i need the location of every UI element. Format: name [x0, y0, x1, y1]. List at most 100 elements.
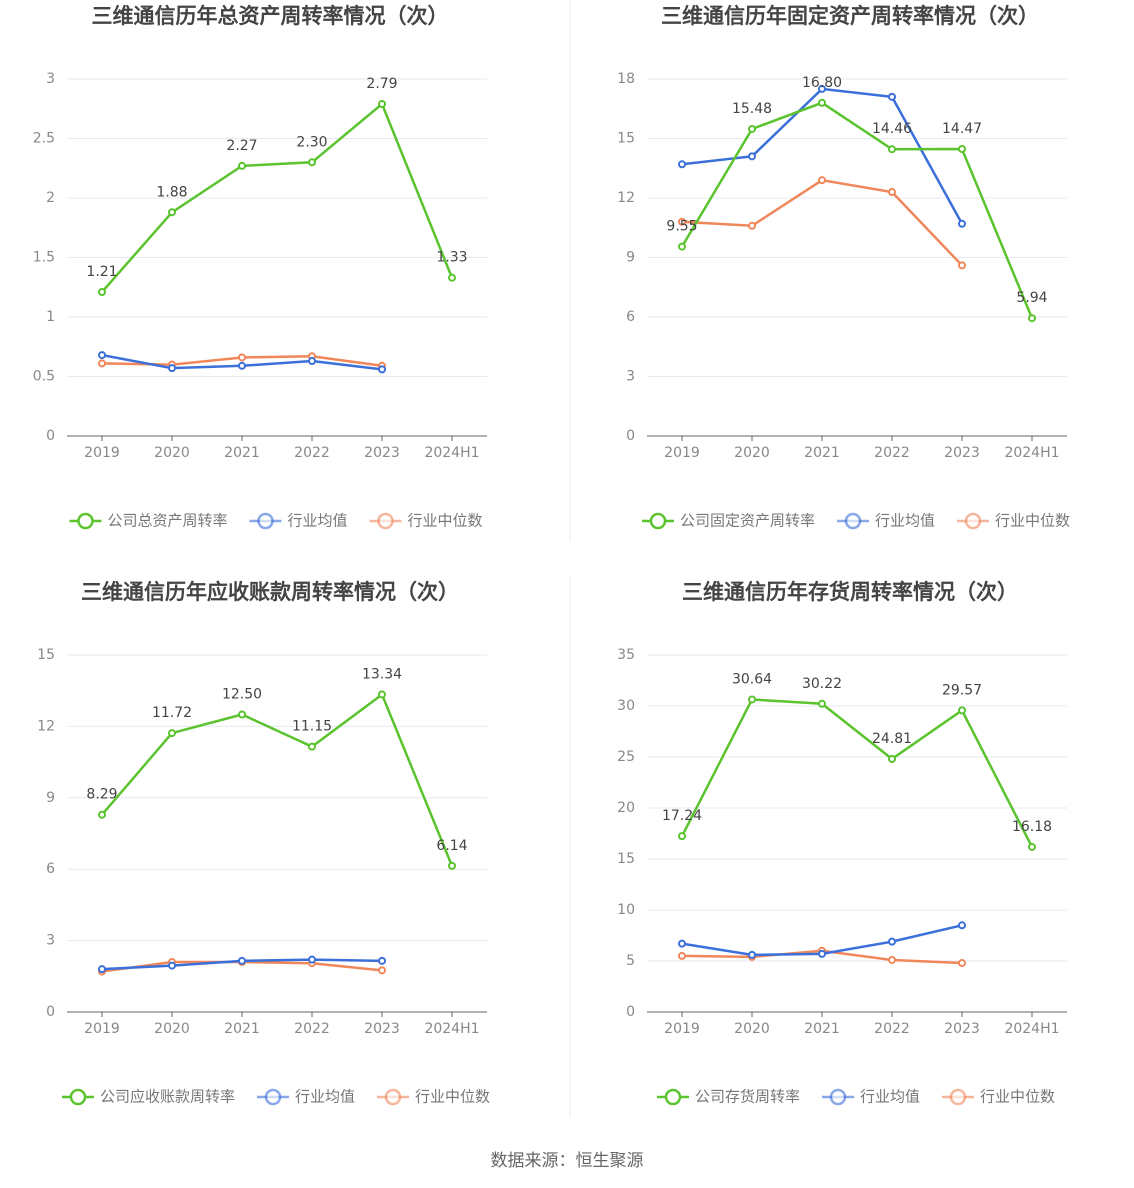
point: [748, 124, 756, 133]
series-line: [681, 87, 964, 225]
y-tick-label: 0: [46, 428, 55, 444]
point: [168, 729, 176, 738]
data-label: 11.72: [152, 705, 192, 721]
point: [958, 959, 966, 968]
legend-label: 行业均值: [295, 1088, 355, 1106]
y-tick-label: 6: [46, 861, 55, 877]
data-label: 1.21: [86, 264, 117, 280]
legend-label: 公司应收账款周转率: [100, 1088, 235, 1106]
data-label: 16.80: [802, 75, 842, 91]
data-label: 2.79: [366, 76, 397, 92]
y-tick-label: 0: [46, 1004, 55, 1020]
x-tick-label: 2022: [294, 445, 330, 461]
y-tick-label: 10: [617, 902, 635, 918]
data-label: 24.81: [872, 731, 912, 747]
y-tick-label: 20: [617, 800, 635, 816]
x-tick-label: 2024H1: [424, 445, 479, 461]
x-tick-label: 2022: [874, 445, 910, 461]
legend-label: 公司存货周转率: [695, 1088, 800, 1106]
point: [238, 710, 246, 719]
legend-marker: [649, 512, 667, 530]
x-tick-label: 2023: [364, 1021, 400, 1037]
point: [748, 221, 756, 230]
point: [378, 690, 386, 699]
point: [748, 152, 756, 161]
data-label: 14.46: [872, 121, 912, 137]
point: [238, 161, 246, 170]
data-label: 11.15: [292, 719, 332, 735]
y-tick-label: 3: [46, 71, 55, 87]
y-tick-label: 25: [617, 749, 635, 765]
series-line: [101, 101, 454, 293]
point: [748, 695, 756, 704]
point: [308, 357, 316, 366]
point: [448, 273, 456, 282]
point: [308, 742, 316, 751]
source: 数据来源：恒生聚源: [491, 1151, 644, 1171]
point: [378, 365, 386, 374]
y-tick-label: 6: [626, 309, 635, 325]
x-tick-label: 2019: [84, 1021, 120, 1037]
point: [308, 955, 316, 964]
point: [678, 217, 686, 226]
point: [888, 92, 896, 101]
data-label: 30.64: [732, 671, 772, 687]
data-label: 16.18: [1012, 819, 1052, 835]
x-tick-label: 2019: [664, 1021, 700, 1037]
point: [748, 950, 756, 959]
legend-label: 行业中位数: [980, 1088, 1055, 1106]
data-label: 2.30: [296, 134, 327, 150]
y-tick-label: 1.5: [33, 250, 55, 266]
point: [958, 261, 966, 270]
y-tick-label: 30: [617, 698, 635, 714]
data-label: 15.48: [732, 101, 772, 117]
y-tick-label: 9: [626, 250, 635, 266]
legend-marker: [77, 512, 94, 530]
data-label: 9.55: [666, 219, 697, 235]
x-tick-label: 2020: [154, 1021, 190, 1037]
point: [1028, 314, 1036, 323]
legend-marker: [844, 512, 862, 530]
chart-title: 三维通信历年总资产周转率情况（次）: [92, 4, 449, 28]
legend-marker: [384, 1088, 402, 1106]
y-tick-label: 12: [37, 718, 55, 734]
series-line: [681, 178, 963, 267]
point: [818, 699, 826, 708]
point: [958, 145, 966, 154]
data-label: 14.47: [942, 121, 982, 137]
legend-marker: [257, 512, 274, 530]
point: [238, 361, 246, 370]
x-tick-label: 2023: [944, 1021, 980, 1037]
point: [168, 364, 176, 373]
legend-label: 行业均值: [875, 512, 935, 530]
point: [378, 99, 386, 108]
point: [678, 832, 686, 841]
y-tick-label: 0: [626, 1004, 635, 1020]
x-tick-label: 2024H1: [1004, 1021, 1059, 1037]
point: [98, 351, 106, 360]
point: [238, 353, 246, 362]
data-label: 30.22: [802, 676, 842, 692]
x-tick-label: 2022: [874, 1021, 910, 1037]
point: [308, 158, 316, 167]
point: [98, 288, 106, 297]
point: [238, 956, 246, 965]
data-label: 12.50: [222, 687, 262, 703]
point: [168, 961, 176, 970]
x-tick-label: 2023: [364, 445, 400, 461]
point: [678, 160, 686, 169]
point: [378, 956, 386, 965]
data-label: 1.33: [436, 250, 467, 266]
y-tick-label: 15: [617, 851, 635, 867]
x-tick-label: 2020: [734, 1021, 770, 1037]
y-tick-label: 35: [617, 647, 635, 663]
point: [448, 861, 456, 870]
series-line: [680, 698, 1034, 848]
data-label: 2.27: [226, 138, 257, 154]
y-tick-label: 18: [617, 71, 635, 87]
legend-marker: [964, 512, 982, 530]
point: [98, 965, 106, 974]
point: [678, 951, 686, 960]
data-label: 1.88: [156, 184, 187, 200]
